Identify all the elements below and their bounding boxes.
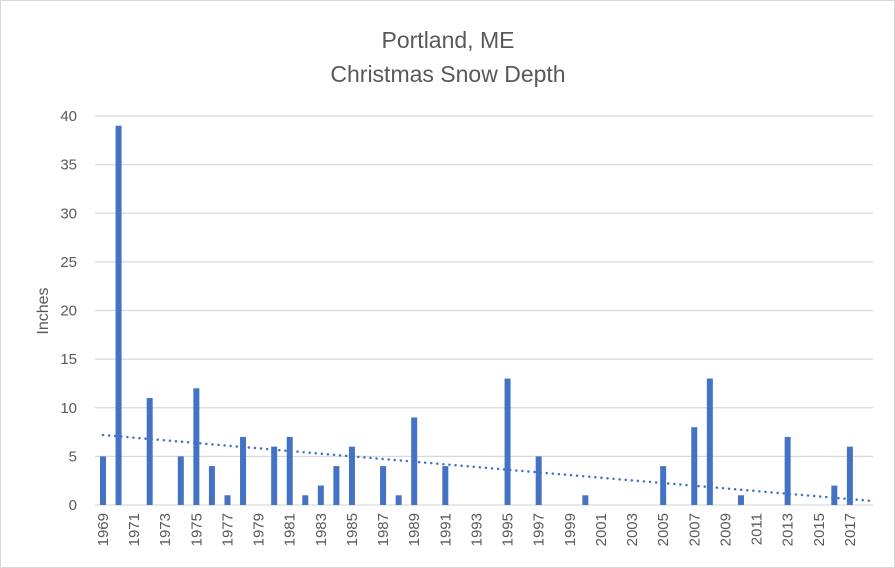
x-tick-label: 1983 (313, 513, 330, 546)
bar-2007 (691, 427, 698, 505)
y-tick-label: 0 (69, 497, 77, 514)
bar-2010 (737, 495, 744, 505)
x-tick-label: 1975 (188, 513, 205, 546)
chart-subtitle: Christmas Snow Depth (330, 61, 565, 87)
y-tick-label: 30 (60, 205, 77, 222)
y-tick-label: 5 (69, 448, 77, 465)
bar-1980 (271, 446, 278, 505)
bar-1984 (333, 466, 340, 505)
x-tick-label: 1997 (531, 513, 548, 546)
bar-1982 (302, 495, 309, 505)
bar-1983 (317, 485, 324, 505)
y-tick-label: 20 (60, 303, 77, 320)
x-tick-label: 1981 (282, 513, 299, 546)
bar-1977 (224, 495, 231, 505)
y-tick-label: 35 (60, 157, 77, 174)
bar-1988 (395, 495, 402, 505)
y-tick-label: 15 (60, 351, 77, 368)
bar-2013 (784, 436, 791, 505)
trendline (101, 433, 875, 503)
y-tick-label: 25 (60, 254, 77, 271)
bar-2016 (831, 485, 838, 505)
x-tick-label: 2001 (593, 513, 610, 546)
x-tick-label: 2017 (842, 513, 859, 546)
bar-1976 (208, 466, 215, 505)
x-tick-label: 2013 (780, 513, 797, 546)
y-axis-label: Inches (35, 287, 52, 334)
bar-1970 (115, 125, 122, 505)
bar-2017 (846, 446, 853, 505)
x-tick-label: 1969 (95, 513, 112, 546)
bar-1974 (177, 456, 184, 505)
x-tick-label: 1993 (468, 513, 485, 546)
y-tick-label: 40 (60, 108, 77, 125)
y-tick-label: 10 (60, 400, 77, 417)
x-tick-label: 1991 (437, 513, 454, 546)
bar-1985 (348, 446, 355, 505)
x-tick-label: 1989 (406, 513, 423, 546)
bar-1995 (504, 378, 511, 505)
x-tick-label: 2003 (624, 513, 641, 546)
bar-1969 (100, 456, 106, 505)
x-tick-label: 1971 (126, 513, 143, 546)
x-tick-label: 2011 (749, 513, 766, 545)
x-tick-label: 1979 (251, 513, 268, 546)
bar-2000 (582, 495, 589, 505)
bar-1972 (146, 398, 153, 505)
x-tick-label: 2007 (686, 513, 703, 546)
bar-1981 (286, 436, 293, 505)
x-tick-label: 2005 (655, 513, 672, 546)
bar-2005 (660, 466, 667, 505)
x-tick-label: 1995 (500, 513, 517, 546)
bar-1975 (193, 388, 200, 505)
x-tick-label: 1999 (562, 513, 579, 546)
x-tick-label: 1985 (344, 513, 361, 546)
chart-title: Portland, ME (382, 27, 515, 53)
bar-1978 (240, 436, 247, 505)
bar-1991 (442, 466, 449, 505)
bar-1997 (535, 456, 542, 505)
x-tick-label: 1987 (375, 513, 392, 546)
x-tick-label: 1973 (157, 513, 174, 546)
x-tick-label: 2009 (717, 513, 734, 546)
bar-1987 (380, 466, 387, 505)
bar-2008 (706, 378, 713, 505)
x-tick-label: 2015 (811, 513, 828, 546)
x-tick-label: 1977 (219, 513, 236, 546)
